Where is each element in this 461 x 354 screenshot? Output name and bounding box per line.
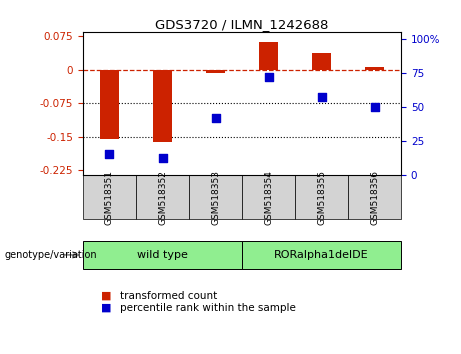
Text: wild type: wild type [137,250,188,260]
Bar [259,42,278,70]
Point [159,156,166,161]
Text: percentile rank within the sample: percentile rank within the sample [120,303,296,313]
Bar [242,241,401,269]
Point [371,104,378,110]
Text: GSM518356: GSM518356 [370,170,379,225]
Point [106,152,113,157]
Text: transformed count: transformed count [120,291,217,301]
Bar [83,175,136,219]
Bar [136,175,189,219]
Text: GSM518353: GSM518353 [211,170,220,225]
Text: GSM518351: GSM518351 [105,170,114,225]
Bar [365,67,384,70]
Bar [153,70,172,142]
Bar [206,70,225,73]
Bar [189,175,242,219]
Bar [312,53,331,70]
Text: GSM518354: GSM518354 [264,170,273,224]
Bar [348,175,401,219]
Bar [100,70,119,139]
Point [265,74,272,80]
Text: RORalpha1delDE: RORalpha1delDE [274,250,369,260]
Bar [295,175,348,219]
Bar [83,241,242,269]
Text: GSM518352: GSM518352 [158,170,167,224]
Text: GSM518355: GSM518355 [317,170,326,225]
Point [318,95,325,100]
Bar [242,175,295,219]
Point [212,115,219,120]
Title: GDS3720 / ILMN_1242688: GDS3720 / ILMN_1242688 [155,18,329,31]
Text: ■: ■ [101,303,112,313]
Text: ■: ■ [101,291,112,301]
Text: genotype/variation: genotype/variation [5,250,97,260]
